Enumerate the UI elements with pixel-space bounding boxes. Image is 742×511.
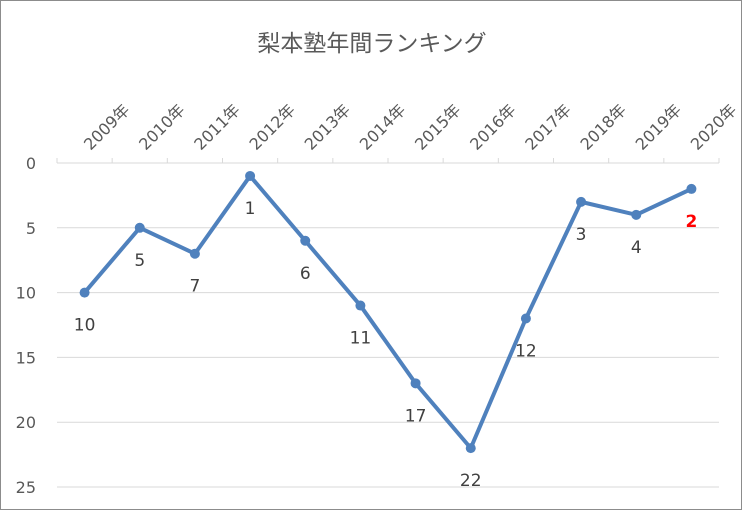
data-point — [410, 378, 421, 389]
data-label: 5 — [134, 251, 145, 271]
x-tick-label: 2013年 — [301, 100, 355, 154]
data-point — [79, 287, 90, 298]
x-tick-label: 2018年 — [576, 100, 630, 154]
x-tick-label: 2020年 — [687, 100, 741, 154]
chart-title: 梨本塾年間ランキング — [257, 31, 486, 57]
x-tick-label: 2019年 — [632, 100, 686, 154]
data-label: 7 — [190, 277, 201, 297]
data-point — [520, 313, 531, 324]
y-tick-label: 15 — [16, 348, 36, 367]
x-tick-label: 2012年 — [245, 100, 299, 154]
data-labels: 10 5 7 1 6 11 17 22 12 3 4 2 — [74, 199, 698, 491]
data-point — [134, 222, 145, 233]
data-point — [355, 300, 366, 311]
x-tick-label: 2015年 — [411, 100, 465, 154]
x-tick-label: 2010年 — [135, 100, 189, 154]
data-point — [300, 235, 311, 246]
series-line — [79, 170, 697, 454]
y-tick-label: 20 — [16, 413, 36, 432]
x-tick-label: 2009年 — [80, 100, 134, 154]
x-tick-label: 2014年 — [356, 100, 410, 154]
data-label: 3 — [576, 225, 587, 245]
y-tick-label: 10 — [16, 284, 36, 303]
x-tick-label: 2016年 — [466, 100, 520, 154]
data-point — [631, 209, 642, 220]
data-point — [686, 183, 697, 194]
y-tick-label: 5 — [26, 219, 36, 238]
data-label: 17 — [405, 406, 427, 426]
y-axis: 0 5 10 15 20 25 — [16, 154, 36, 497]
data-label: 10 — [74, 316, 96, 336]
data-point — [245, 170, 256, 181]
data-point — [576, 196, 587, 207]
data-label: 6 — [300, 264, 311, 284]
series-line-path — [82, 173, 694, 451]
data-label-highlight: 2 — [685, 212, 697, 232]
x-axis: 2009年 2010年 2011年 2012年 2013年 2014年 2015年 2016年… — [56, 100, 741, 164]
x-tick-label: 2011年 — [190, 100, 244, 154]
data-label: 12 — [515, 342, 537, 362]
data-label: 22 — [460, 471, 482, 491]
y-tick-label: 25 — [16, 478, 36, 497]
data-label: 11 — [350, 329, 372, 349]
y-tick-label: 0 — [26, 154, 36, 173]
data-point — [189, 248, 200, 259]
data-point — [465, 443, 476, 454]
x-tick-label: 2017年 — [521, 100, 575, 154]
data-label: 4 — [631, 238, 642, 258]
data-label: 1 — [245, 199, 256, 219]
